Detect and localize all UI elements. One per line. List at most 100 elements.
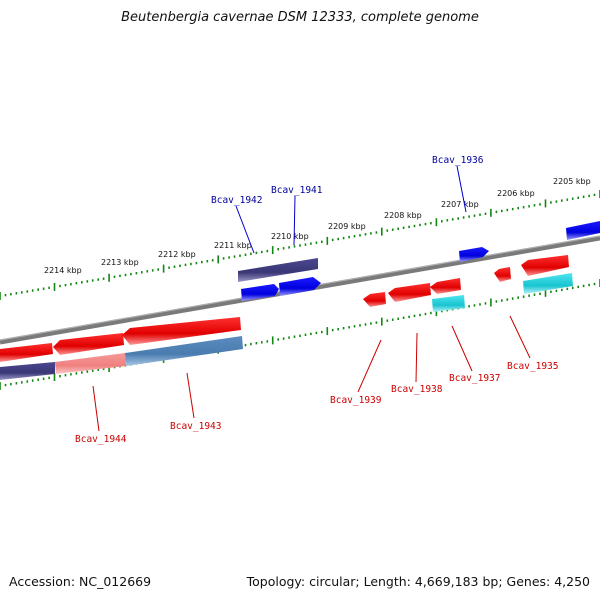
- gene-bcav-1939[interactable]: [363, 292, 386, 307]
- minor-tick: [10, 383, 12, 386]
- minor-tick: [277, 338, 279, 341]
- minor-tick: [288, 246, 290, 249]
- gene-bcav-1941[interactable]: [279, 277, 321, 296]
- map-title: Beutenbergia cavernae DSM 12333, complet…: [121, 10, 479, 25]
- minor-tick: [375, 321, 378, 324]
- gene-label-bcav-1944[interactable]: Bcav_1944: [75, 434, 127, 445]
- minor-tick: [370, 322, 372, 325]
- minor-tick: [522, 206, 525, 209]
- gene-bcav-1935[interactable]: [521, 255, 569, 276]
- minor-tick: [255, 342, 258, 345]
- cds-feature-bcav-1935[interactable]: [523, 273, 573, 294]
- minor-tick: [441, 309, 443, 313]
- minor-tick: [331, 328, 334, 332]
- cds-feature-edge[interactable]: [0, 362, 55, 380]
- gene-bcav-1938[interactable]: [388, 283, 431, 302]
- leader-line-bcav-1935: [509, 315, 531, 359]
- minor-tick: [479, 213, 481, 216]
- major-tick: [53, 282, 56, 291]
- cds-feature-bcav-1943[interactable]: [125, 336, 243, 366]
- minor-tick: [81, 281, 83, 284]
- minor-tick: [337, 237, 339, 241]
- gene-label-bcav-1941[interactable]: Bcav_1941: [271, 185, 323, 196]
- gene-label-bcav-1935[interactable]: Bcav_1935: [507, 361, 558, 372]
- scale-label: 2213 kbp: [101, 258, 139, 267]
- major-tick: [326, 236, 329, 245]
- minor-tick: [26, 290, 29, 293]
- minor-tick: [511, 207, 514, 211]
- minor-tick: [102, 277, 105, 280]
- gene-bcav-1944[interactable]: [53, 333, 124, 355]
- minor-tick: [577, 285, 579, 289]
- minor-tick: [266, 249, 269, 253]
- minor-tick: [315, 241, 318, 244]
- minor-tick: [424, 222, 427, 226]
- cds-feature-bcav-1944[interactable]: [55, 353, 126, 374]
- major-tick: [217, 255, 219, 264]
- gene-bcav-1936[interactable]: [459, 247, 489, 262]
- major-tick: [326, 327, 329, 336]
- minor-tick: [353, 235, 356, 238]
- minor-tick: [582, 195, 585, 198]
- minor-tick: [64, 283, 67, 287]
- gene-bcav-1942[interactable]: [241, 284, 279, 301]
- minor-tick: [233, 255, 236, 258]
- minor-tick: [342, 236, 345, 240]
- minor-tick: [21, 291, 23, 294]
- minor-tick: [195, 261, 198, 265]
- gene-bcav-1937[interactable]: [430, 278, 461, 294]
- minor-tick: [102, 367, 105, 371]
- minor-tick: [402, 226, 405, 229]
- minor-tick: [446, 219, 449, 222]
- minor-tick: [359, 324, 361, 327]
- gene-label-bcav-1936[interactable]: Bcav_1936: [432, 155, 484, 166]
- gene-label-bcav-1939[interactable]: Bcav_1939: [330, 395, 382, 406]
- gene-bcav-1943[interactable]: [122, 317, 241, 345]
- minor-tick: [337, 328, 339, 331]
- minor-tick: [457, 217, 459, 220]
- leader-line-bcav-1936: [456, 165, 467, 213]
- gene-forward-edge[interactable]: [566, 221, 600, 240]
- minor-tick: [10, 293, 12, 296]
- gene-label-bcav-1943[interactable]: Bcav_1943: [170, 421, 221, 432]
- minor-tick: [561, 199, 563, 202]
- minor-tick: [566, 198, 569, 201]
- minor-tick: [419, 223, 421, 227]
- minor-tick: [59, 375, 61, 378]
- gene-label-bcav-1937[interactable]: Bcav_1937: [449, 373, 500, 384]
- minor-tick: [299, 334, 301, 337]
- minor-tick: [91, 279, 94, 282]
- minor-tick: [408, 315, 410, 319]
- minor-tick: [282, 247, 285, 250]
- minor-tick: [588, 283, 590, 287]
- minor-tick: [293, 245, 296, 248]
- minor-tick: [419, 313, 421, 317]
- minor-tick: [506, 298, 509, 301]
- major-tick: [0, 292, 1, 300]
- minor-tick: [86, 370, 89, 373]
- minor-tick: [244, 253, 247, 256]
- minor-tick: [282, 337, 285, 340]
- minor-tick: [75, 282, 78, 285]
- leader-line-bcav-1941: [293, 195, 296, 246]
- minor-tick: [364, 233, 367, 236]
- minor-tick: [533, 293, 536, 296]
- gene-reverse-small[interactable]: [494, 267, 511, 282]
- minor-tick: [375, 231, 378, 234]
- minor-tick: [304, 333, 307, 336]
- minor-tick: [4, 293, 7, 297]
- minor-tick: [561, 288, 563, 292]
- cds-feature-bcav-1942[interactable]: [238, 258, 318, 282]
- minor-tick: [582, 284, 585, 288]
- cds-feature-bcav-1937[interactable]: [432, 295, 465, 312]
- gene-reverse-edge[interactable]: [0, 343, 53, 362]
- minor-tick: [550, 290, 552, 293]
- major-tick: [162, 264, 165, 273]
- gene-label-bcav-1942[interactable]: Bcav_1942: [211, 195, 262, 206]
- minor-tick: [261, 341, 263, 344]
- gene-label-bcav-1938[interactable]: Bcav_1938: [391, 384, 443, 395]
- minor-tick: [484, 302, 487, 305]
- major-tick: [53, 373, 56, 381]
- minor-tick: [15, 382, 18, 385]
- leader-line-bcav-1943: [186, 372, 195, 419]
